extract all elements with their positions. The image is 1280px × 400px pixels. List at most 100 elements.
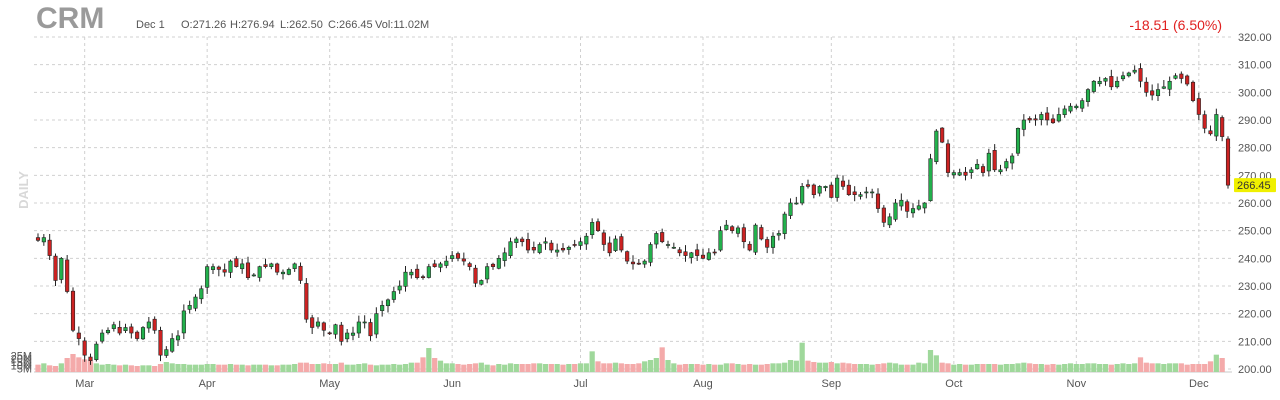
volume-bar bbox=[577, 363, 584, 372]
volume-bar bbox=[373, 365, 379, 372]
candle-body bbox=[1138, 68, 1143, 82]
candle-body bbox=[630, 261, 636, 265]
candle-body bbox=[677, 249, 682, 254]
volume-bar bbox=[292, 364, 298, 372]
volume-bar bbox=[484, 364, 490, 372]
volume-bar bbox=[822, 362, 829, 372]
candle-body bbox=[706, 252, 711, 260]
volume-bar bbox=[519, 364, 525, 372]
volume-bar bbox=[537, 363, 543, 372]
candle-body bbox=[304, 283, 309, 320]
volume-bar bbox=[426, 348, 432, 372]
volume-bar bbox=[665, 360, 671, 372]
candle-body bbox=[1202, 114, 1207, 129]
candle-body bbox=[1196, 98, 1201, 115]
candle-body bbox=[730, 226, 735, 231]
volume-bar bbox=[1044, 364, 1050, 372]
volume-bar bbox=[659, 347, 665, 372]
volume-bar bbox=[1102, 364, 1109, 372]
volume-bar bbox=[327, 364, 333, 372]
candle-body bbox=[782, 213, 787, 234]
volume-bar bbox=[210, 364, 216, 372]
volume-bar bbox=[712, 364, 718, 372]
candle-body bbox=[1027, 118, 1032, 121]
volume-bar bbox=[1207, 361, 1214, 372]
price-axis: 200.00 210.00 220.00 230.00 240.00 250.00 260.… bbox=[1238, 32, 1272, 376]
candle-body bbox=[998, 169, 1003, 173]
volume-bar bbox=[432, 358, 438, 372]
candle-body bbox=[1039, 114, 1044, 120]
candle-body bbox=[572, 244, 577, 246]
volume-bar bbox=[58, 363, 64, 372]
volume-bar bbox=[105, 364, 111, 372]
price-tick-label: 290.00 bbox=[1238, 115, 1272, 127]
volume-bar bbox=[1032, 364, 1039, 372]
candle-body bbox=[916, 205, 921, 210]
volume-bar bbox=[647, 360, 654, 372]
candle-body bbox=[275, 263, 280, 273]
candle-body bbox=[840, 180, 846, 187]
volume-bar bbox=[187, 364, 193, 372]
month-label: Jun bbox=[443, 378, 461, 390]
candle-body bbox=[601, 232, 606, 245]
volume-bar bbox=[793, 360, 799, 372]
volume-bar bbox=[93, 363, 99, 372]
candle-body bbox=[788, 202, 793, 216]
candle-body bbox=[345, 332, 350, 340]
volume-bar bbox=[811, 362, 817, 372]
price-tick-label: 280.00 bbox=[1238, 143, 1272, 155]
volume-bar bbox=[41, 363, 47, 372]
volume-bar bbox=[1027, 363, 1033, 372]
candle-body bbox=[590, 222, 595, 236]
volume-bar bbox=[140, 365, 146, 372]
candle-body bbox=[1208, 130, 1213, 135]
candle-body bbox=[496, 258, 501, 269]
volume-bar bbox=[1085, 363, 1091, 372]
volume-bar bbox=[1172, 363, 1179, 372]
candle-body bbox=[420, 276, 426, 279]
candle-body bbox=[607, 242, 612, 254]
volume-bar bbox=[735, 364, 741, 372]
candle-body bbox=[887, 216, 892, 226]
candle-body bbox=[805, 184, 811, 187]
volume-bar bbox=[268, 365, 274, 372]
volume-bar bbox=[968, 364, 974, 372]
candle-body bbox=[88, 356, 93, 361]
candle-body bbox=[333, 324, 338, 335]
candle-body bbox=[689, 252, 694, 258]
ohlc-date: Dec 1 bbox=[136, 19, 165, 31]
candle-body bbox=[263, 264, 268, 267]
candle-body bbox=[712, 251, 717, 254]
volume-bar bbox=[863, 364, 869, 372]
candle-body bbox=[992, 150, 997, 171]
volume-bar bbox=[997, 364, 1004, 372]
volume-bar bbox=[87, 360, 94, 372]
candle-body bbox=[1085, 89, 1091, 102]
volume-tick-label: 5M bbox=[17, 364, 32, 376]
ohlc-high: H:276.94 bbox=[230, 19, 275, 31]
volume-bar bbox=[706, 364, 712, 372]
volume-bar bbox=[64, 358, 70, 372]
candle-body bbox=[76, 332, 81, 339]
price-tick-label: 230.00 bbox=[1238, 281, 1272, 293]
volume-bar bbox=[799, 342, 805, 372]
volume-bar bbox=[408, 362, 414, 372]
volume-bar bbox=[338, 362, 344, 372]
volume-bar bbox=[420, 357, 426, 372]
candle-body bbox=[193, 296, 198, 309]
candle-body bbox=[1033, 118, 1038, 121]
volume-bar bbox=[280, 364, 286, 372]
volume-bar bbox=[671, 363, 677, 372]
candle-body bbox=[140, 327, 146, 340]
candle-body bbox=[164, 349, 169, 356]
volume-bar bbox=[496, 364, 502, 372]
volume-bar bbox=[892, 363, 899, 372]
candle-body bbox=[455, 253, 461, 259]
volume-bar bbox=[1021, 362, 1027, 372]
volume-bar bbox=[82, 359, 88, 372]
candle-body bbox=[35, 237, 41, 241]
volume-bar bbox=[437, 360, 444, 372]
candle-body bbox=[234, 258, 239, 267]
month-label: Nov bbox=[1067, 378, 1087, 390]
candle-body bbox=[1115, 80, 1120, 88]
